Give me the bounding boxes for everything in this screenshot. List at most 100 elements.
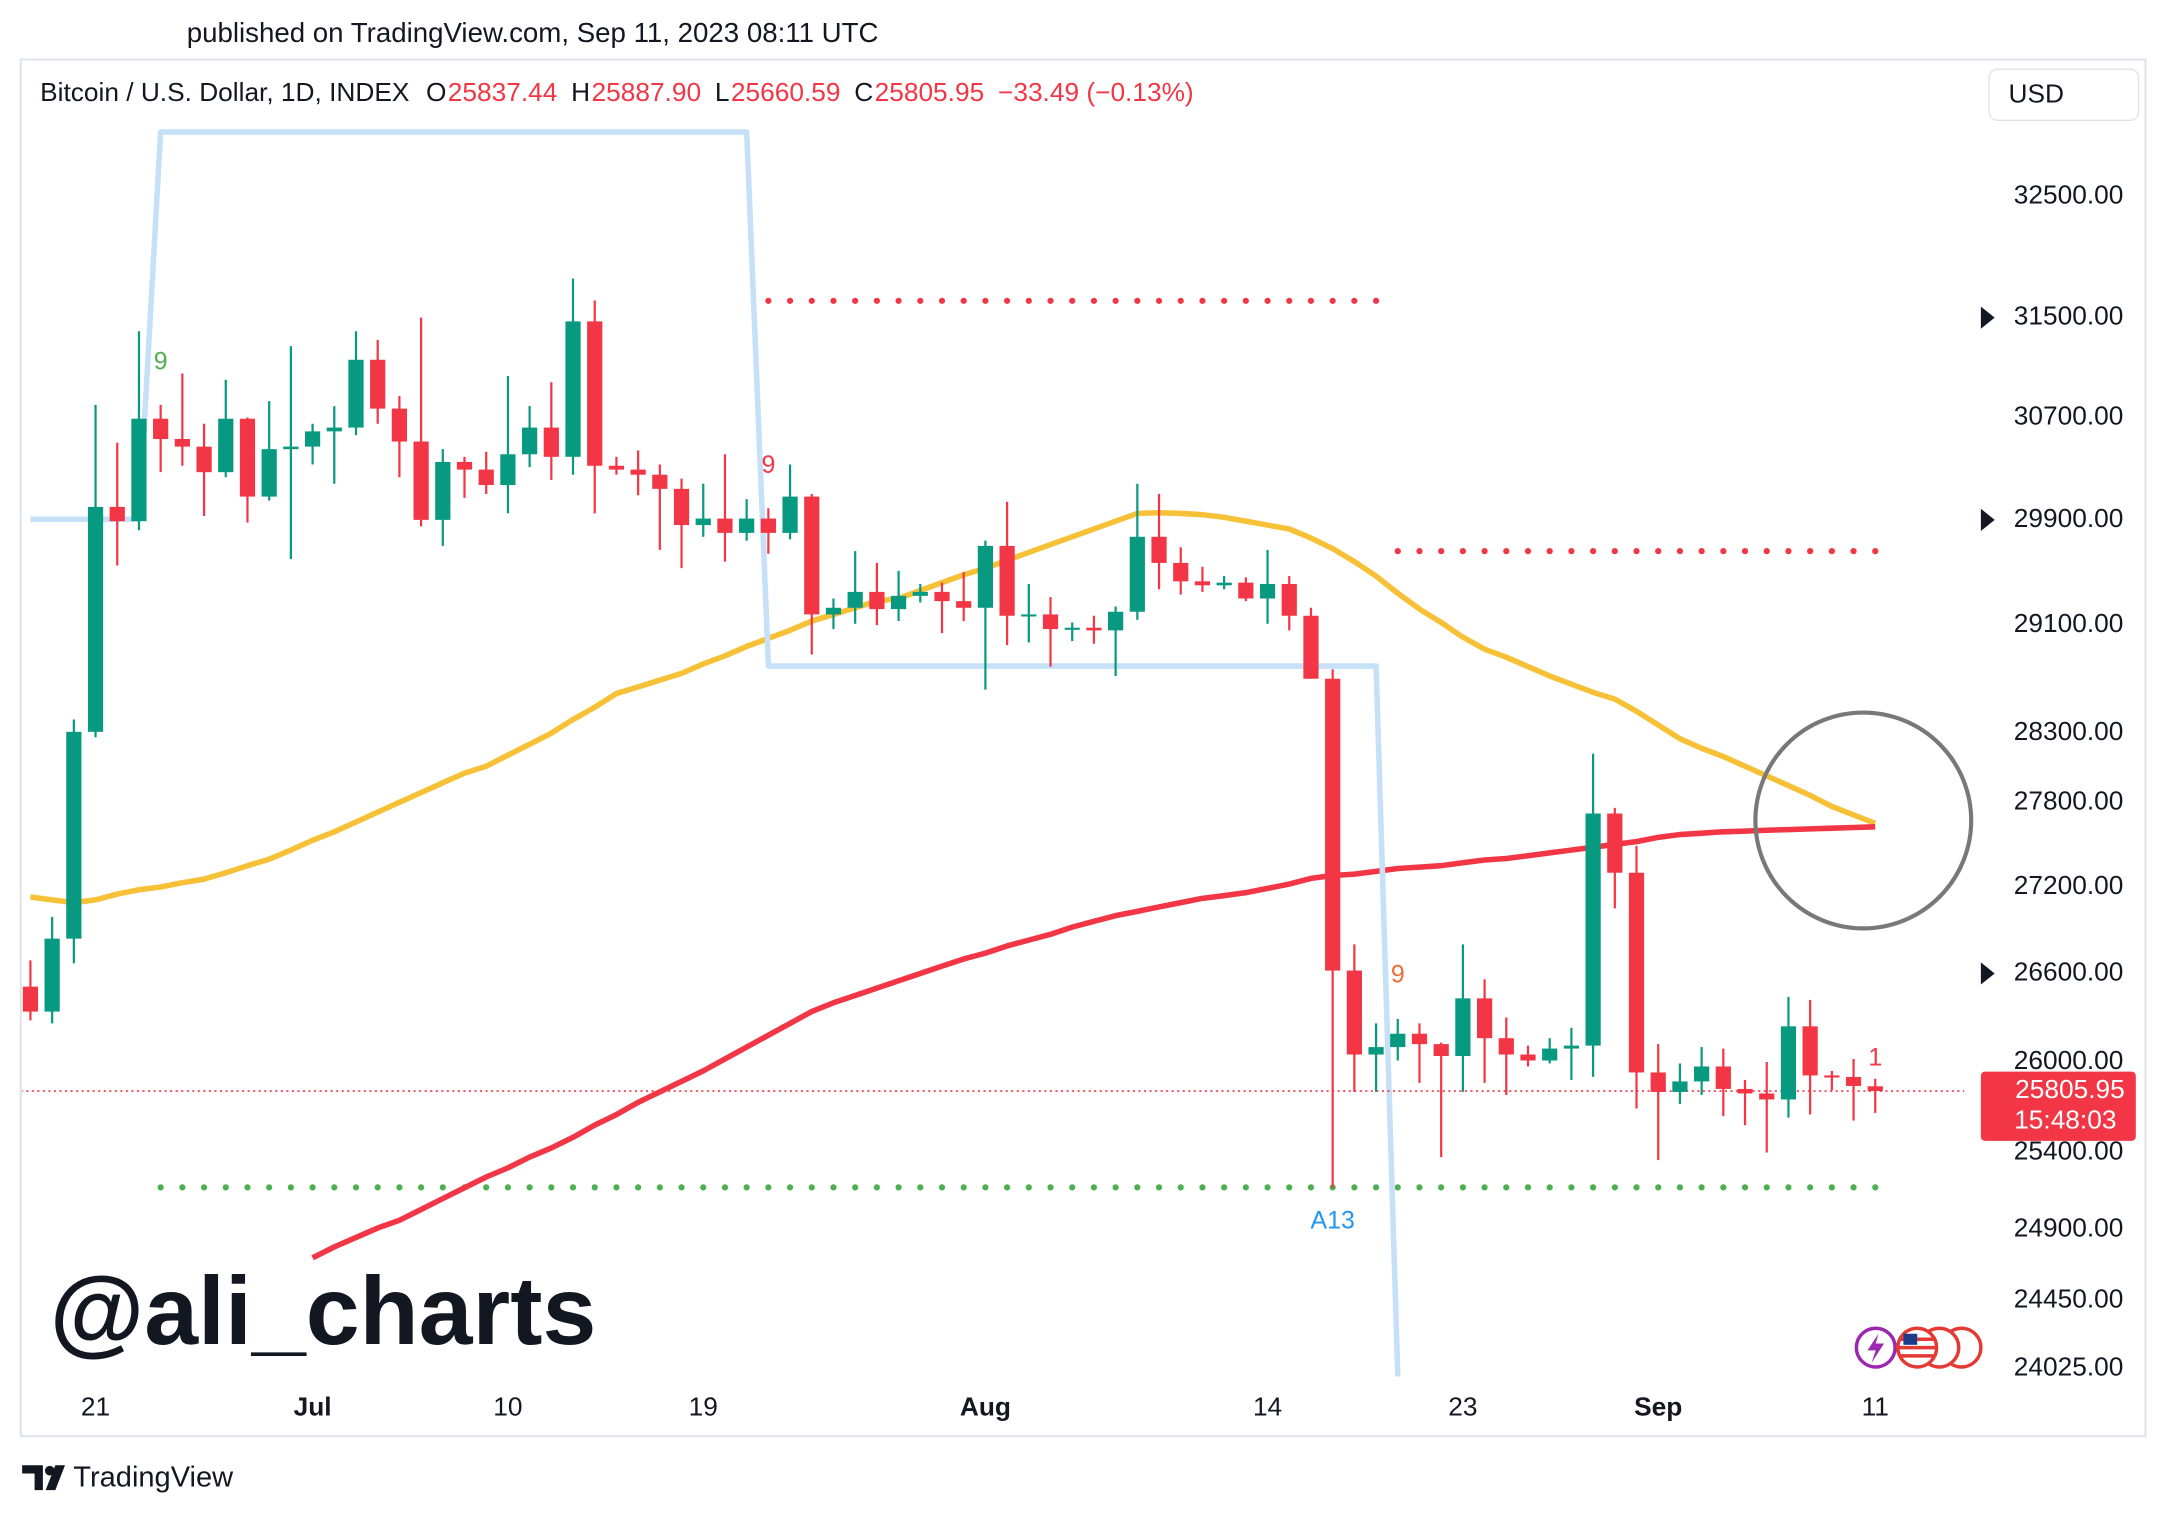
ohlc-key: C [854,77,873,107]
y-tick-label: 28300.00 [2014,716,2124,746]
candle-body [370,359,386,409]
candle-body [500,454,516,486]
annotation: A13 [1311,1206,1355,1234]
candle-body [543,427,559,457]
candle-body [109,506,125,522]
candle-body [587,321,603,466]
candle-body [1455,998,1471,1057]
candle-body [825,607,842,615]
candle-body [478,469,494,486]
candle-body [782,496,798,533]
x-tick-label: 21 [81,1391,110,1421]
candle-body [1520,1054,1536,1061]
annotation: 1 [1868,1043,1882,1071]
x-tick-label: 19 [689,1391,718,1421]
currency-box[interactable] [1988,68,2140,122]
candle-body [1194,581,1211,586]
x-tick-label: Aug [960,1391,1011,1421]
countdown: 15:48:03 [2014,1104,2116,1134]
candle-body [1867,1086,1883,1092]
candle-body [869,591,885,610]
candle-body [1780,1026,1797,1100]
x-tick-label: 11 [1862,1391,1889,1421]
candle-body [1650,1072,1666,1092]
y-tick-label: 26000.00 [2014,1045,2124,1075]
candle-body [1759,1093,1775,1100]
candle-body [522,427,538,455]
x-tick-label: 23 [1448,1391,1477,1421]
watermark: @ali_charts [50,1256,597,1365]
y-tick-label: 24450.00 [2014,1283,2124,1313]
candle-body [44,938,60,1012]
candle-body [196,446,212,473]
candle-body [804,496,820,615]
last-price-box [1980,1071,2136,1141]
candle-body [739,518,755,533]
candle-body [391,408,408,442]
candle-body [1151,536,1167,563]
annotation: 9 [1391,960,1405,988]
annotation: 9 [761,451,775,479]
ohlc-value: 25805.95 [875,77,985,107]
candle-body [717,518,733,533]
candle-body [1064,627,1080,630]
candle-body [174,438,190,447]
candle-body [1476,998,1493,1039]
candle-body [218,418,234,473]
y-tick-label: 27200.00 [2014,870,2124,900]
candle-body [912,591,928,596]
candle-body [1021,614,1037,617]
chart-frame [19,58,2147,1438]
candle-body [22,986,39,1012]
candle-body [1108,611,1124,631]
y-tick-label: 29100.00 [2014,608,2124,638]
candle-body [1259,583,1276,599]
y-tick-label: 30700.00 [2014,400,2124,430]
candle-body [239,418,256,497]
ohlc-key: O [426,77,446,107]
axis-marker [1980,962,1995,985]
candle-body [1129,536,1145,612]
candle-body [1845,1076,1862,1086]
candle-body [1433,1044,1449,1057]
candle-body [66,731,82,939]
currency[interactable]: USD [2009,78,2064,108]
candle-body [847,591,863,608]
candle-body [999,545,1015,616]
candle-body [1042,614,1059,630]
ohlc-key: L [715,77,730,107]
candle-body [1585,813,1601,1046]
indicator-line [30,129,1401,1377]
highlight-circle [1753,710,1974,931]
candle-body [1715,1066,1731,1089]
candle-body [1086,627,1102,631]
candle-body [673,488,690,526]
axis-marker [1980,508,1995,531]
brand-logo [22,1465,66,1491]
candle-body [1498,1038,1514,1055]
candle-body [87,506,104,732]
axis-marker [1980,306,1995,329]
ohlc-value: 25887.90 [592,77,702,107]
candle-body [1346,970,1362,1055]
candle-body [1694,1066,1710,1082]
y-tick-label: 24900.00 [2014,1213,2124,1243]
y-tick-label: 29900.00 [2014,503,2124,533]
candle-body [435,461,451,520]
candle-body [1390,1033,1406,1048]
candle-body [890,595,907,610]
indicator-line [30,509,1877,906]
last-price-label: 25805.95 [2015,1074,2125,1104]
candle-body [934,591,950,602]
x-tick-label: 14 [1253,1391,1282,1421]
y-tick-label: 32500.00 [2014,179,2124,209]
candle-body [695,518,711,526]
y-tick-label: 24025.00 [2014,1351,2124,1381]
candle-body [1542,1048,1558,1061]
candle-body [1563,1045,1580,1049]
candle-body [1802,1026,1818,1076]
candle-body [1411,1033,1428,1045]
candle-body [1238,582,1254,599]
candle-body [1173,562,1189,582]
